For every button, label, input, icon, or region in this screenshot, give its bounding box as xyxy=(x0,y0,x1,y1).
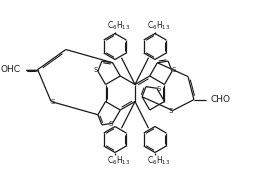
Text: S: S xyxy=(94,67,98,73)
Text: S: S xyxy=(172,67,176,73)
Text: C$_6$H$_{13}$: C$_6$H$_{13}$ xyxy=(107,19,130,32)
Text: S: S xyxy=(157,86,161,92)
Text: OHC: OHC xyxy=(1,65,21,74)
Text: C$_6$H$_{13}$: C$_6$H$_{13}$ xyxy=(107,154,130,167)
Text: CHO: CHO xyxy=(211,95,231,104)
Text: S: S xyxy=(168,107,173,114)
Text: C$_6$H$_{13}$: C$_6$H$_{13}$ xyxy=(147,154,170,167)
Text: C$_6$H$_{13}$: C$_6$H$_{13}$ xyxy=(147,19,170,32)
Text: S: S xyxy=(109,121,113,127)
Text: S: S xyxy=(51,98,55,105)
